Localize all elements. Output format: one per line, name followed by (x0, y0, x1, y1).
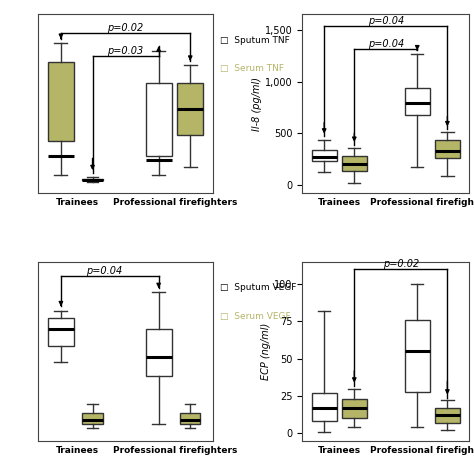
Text: p=0.04: p=0.04 (368, 16, 404, 26)
Text: □  Serum VEGF: □ Serum VEGF (220, 312, 291, 321)
PathPatch shape (180, 413, 201, 424)
PathPatch shape (342, 399, 366, 419)
Text: p=0.03: p=0.03 (108, 46, 144, 56)
PathPatch shape (435, 408, 460, 423)
Text: p=0.04: p=0.04 (86, 265, 122, 275)
Text: □  Sputum TNF: □ Sputum TNF (220, 36, 290, 45)
PathPatch shape (312, 393, 337, 421)
PathPatch shape (48, 318, 74, 346)
Text: p=0.04: p=0.04 (368, 39, 404, 49)
PathPatch shape (146, 329, 172, 376)
PathPatch shape (405, 320, 429, 392)
PathPatch shape (82, 413, 102, 424)
PathPatch shape (177, 82, 203, 135)
PathPatch shape (82, 179, 102, 180)
Y-axis label: Il-8 (pg/ml): Il-8 (pg/ml) (252, 77, 262, 131)
PathPatch shape (312, 150, 337, 161)
Text: □  Sputum VEGF: □ Sputum VEGF (220, 283, 297, 292)
PathPatch shape (342, 156, 366, 171)
Text: □  Serum TNF: □ Serum TNF (220, 64, 284, 73)
Text: p=0.02: p=0.02 (383, 259, 419, 269)
PathPatch shape (435, 139, 460, 158)
Text: p=0.02: p=0.02 (108, 23, 144, 33)
PathPatch shape (405, 88, 429, 115)
PathPatch shape (146, 82, 172, 155)
Y-axis label: ECP (ng/ml): ECP (ng/ml) (262, 323, 272, 380)
PathPatch shape (48, 62, 74, 141)
